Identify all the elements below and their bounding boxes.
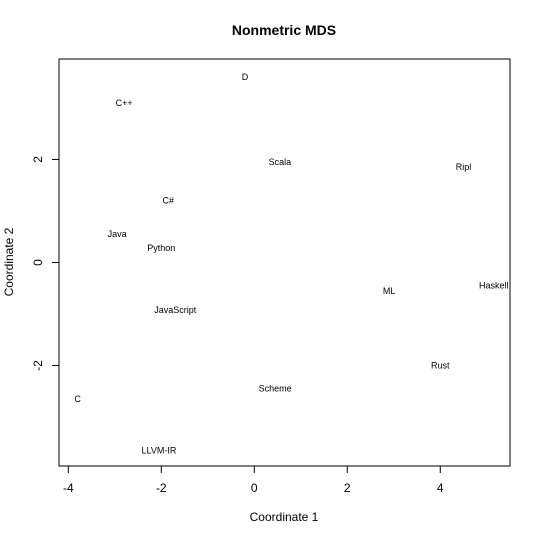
point-label: ML <box>383 286 396 296</box>
plot-frame <box>58 58 511 467</box>
x-tick-label: 2 <box>344 481 351 495</box>
y-tick-label: 0 <box>31 259 45 266</box>
point-label: Scheme <box>259 384 292 394</box>
point-label: Scala <box>269 157 292 167</box>
point-label: C++ <box>116 98 133 108</box>
x-tick-label: 4 <box>437 481 444 495</box>
x-tick-label: 0 <box>251 481 258 495</box>
point-label: Python <box>147 243 175 253</box>
point-label: D <box>242 72 249 82</box>
point-labels: D C++ Scala Ripl C# Java Python Haskell ML JavaSc… <box>74 72 508 456</box>
y-axis: -2 0 2 <box>31 156 60 371</box>
y-tick-label: 2 <box>31 156 45 163</box>
x-axis-label: Coordinate 1 <box>250 510 319 524</box>
point-label: Ripl <box>456 162 472 172</box>
point-label: JavaScript <box>154 305 197 315</box>
point-label: Java <box>108 229 127 239</box>
point-label: C <box>74 394 81 404</box>
y-axis-label: Coordinate 2 <box>2 227 16 296</box>
point-label: LLVM-IR <box>142 446 177 456</box>
chart-title: Nonmetric MDS <box>232 22 336 38</box>
x-axis: -4 -2 0 2 4 <box>63 465 444 495</box>
point-label: C# <box>163 196 175 206</box>
x-tick-label: -4 <box>63 481 74 495</box>
y-tick-label: -2 <box>31 360 45 371</box>
point-label: Rust <box>431 361 450 371</box>
point-label: Haskell <box>479 281 509 291</box>
x-tick-label: -2 <box>156 481 167 495</box>
